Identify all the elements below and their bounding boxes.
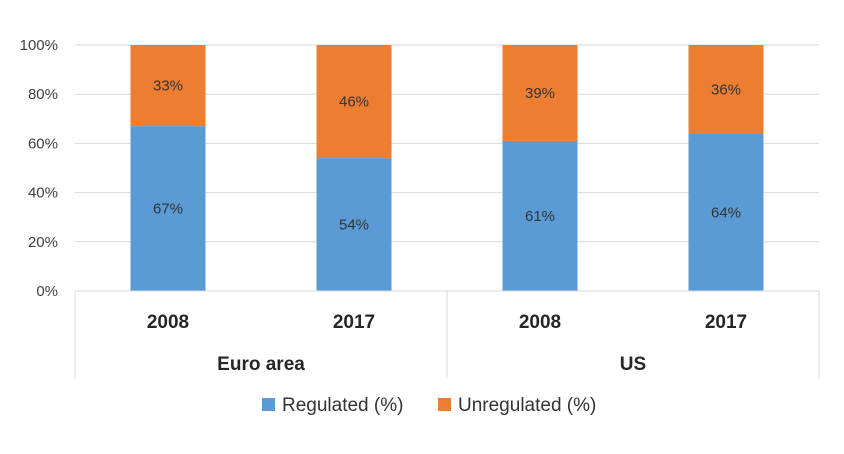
- data-label: 64%: [711, 204, 741, 221]
- x-category-label: 2017: [333, 312, 375, 333]
- x-group-label: US: [620, 354, 646, 375]
- y-tick-label: 0%: [36, 283, 58, 300]
- data-label: 54%: [339, 217, 369, 234]
- bar-segment: [316, 45, 392, 159]
- data-label: 39%: [525, 85, 555, 102]
- x-category-label: 2008: [519, 312, 561, 333]
- y-tick-label: 100%: [20, 37, 58, 54]
- legend-label: Regulated (%): [282, 395, 403, 416]
- data-label: 46%: [339, 94, 369, 111]
- bar-segment: [688, 45, 764, 134]
- data-label: 67%: [153, 201, 183, 218]
- axes: 0% 20% 40% 60% 80% 100% 2008 2017 2008 2017 Euro a…: [20, 37, 820, 378]
- legend-swatch: [262, 398, 275, 411]
- legend-swatch: [438, 398, 451, 411]
- legend: Regulated (%) Unregulated (%): [262, 395, 596, 416]
- legend-label: Unregulated (%): [458, 395, 596, 416]
- bar-segment: [502, 45, 578, 141]
- x-group-label: Euro area: [217, 354, 305, 375]
- y-tick-label: 40%: [28, 185, 58, 202]
- bar-segment: [130, 45, 206, 127]
- x-category-label: 2008: [147, 312, 189, 333]
- data-label: 33%: [153, 78, 183, 95]
- data-label: 61%: [525, 208, 555, 225]
- data-labels: 67% 33% 54% 46% 61% 39% 64% 36%: [153, 78, 741, 234]
- x-category-label: 2017: [705, 312, 747, 333]
- y-tick-label: 60%: [28, 135, 58, 152]
- bar-segment: [316, 158, 392, 291]
- y-tick-label: 20%: [28, 234, 58, 251]
- data-label: 36%: [711, 81, 741, 98]
- bar-segment: [130, 126, 206, 292]
- bar-segment: [688, 133, 764, 291]
- bars: [130, 45, 764, 292]
- bar-segment: [502, 140, 578, 291]
- y-tick-label: 80%: [28, 86, 58, 103]
